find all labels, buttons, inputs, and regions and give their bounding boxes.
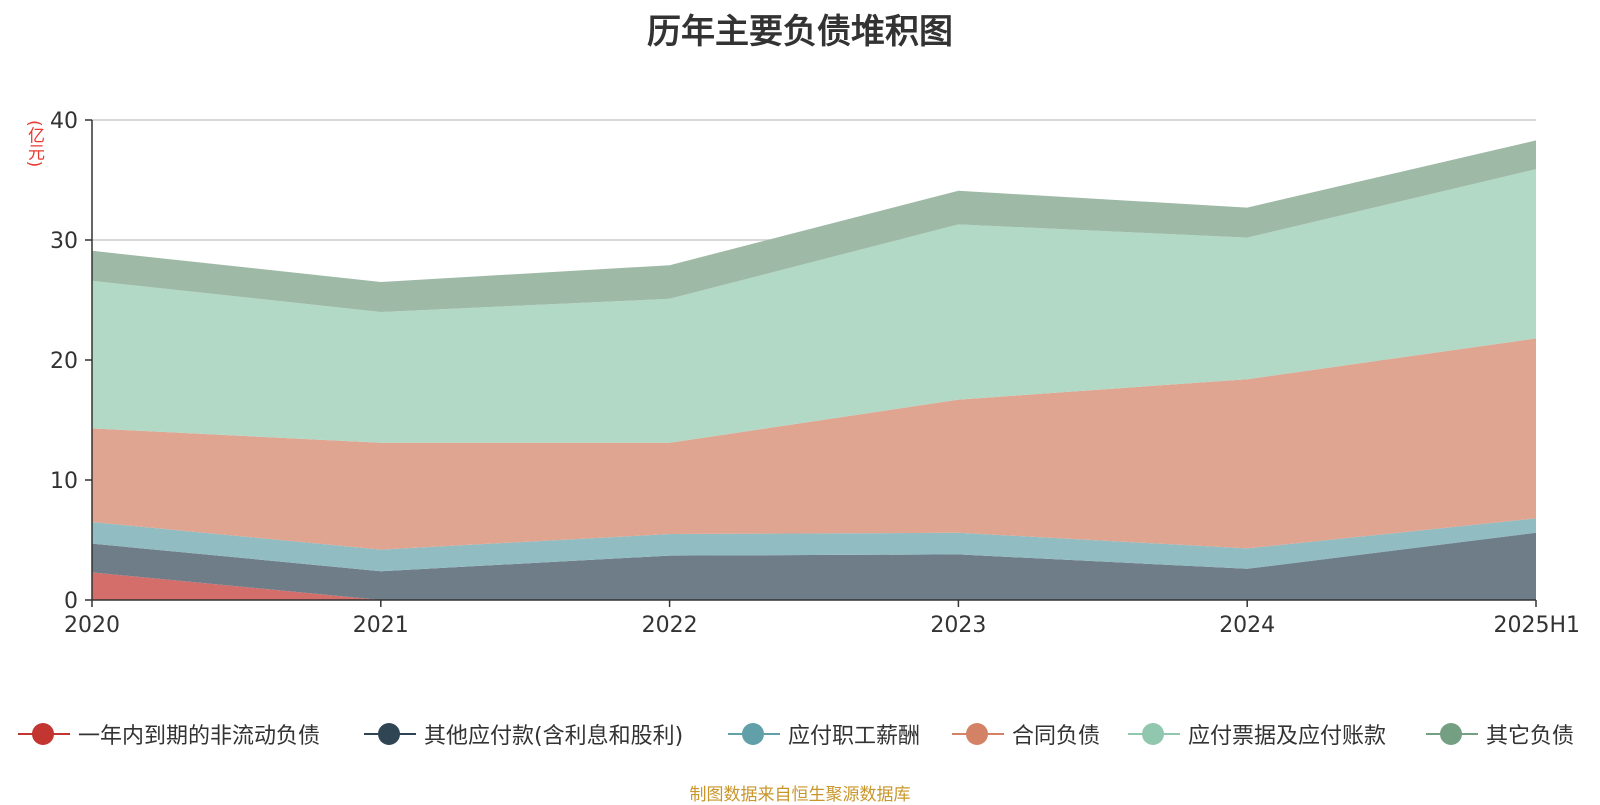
x-tick-label-2023: 2023 [930, 613, 986, 638]
legend-item-3[interactable]: 应付职工薪酬 [728, 718, 920, 750]
area-series-1 [92, 572, 1536, 600]
legend-marker-icon [952, 720, 1004, 748]
x-tick-label-2024: 2024 [1219, 613, 1275, 638]
legend-label: 其它负债 [1486, 724, 1575, 749]
x-tick-label-2022: 2022 [642, 613, 698, 638]
x-tick-label-2021: 2021 [353, 613, 409, 638]
y-tick-label-10: 10 [50, 469, 78, 494]
legend-item-6[interactable]: 其它负债 [1426, 718, 1574, 750]
legend-marker-icon [1128, 720, 1180, 748]
legend-label: 应付票据及应付账款 [1188, 724, 1387, 749]
area-series-5 [92, 169, 1536, 443]
y-tick-label-0: 0 [64, 589, 78, 614]
area-series-3 [92, 518, 1536, 572]
legend-label: 其他应付款(含利息和股利) [424, 724, 684, 749]
y-tick-label-20: 20 [50, 349, 78, 374]
y-tick-label-40: 40 [50, 109, 78, 134]
stacked-area-chart: 0 10 20 30 40 2020 2021 2022 2023 2024 2025H1 [50, 109, 1580, 638]
area-series-6 [92, 140, 1536, 312]
legend-label: 合同负债 [1012, 724, 1101, 749]
legend-marker-icon [1426, 720, 1478, 748]
y-tick-label-30: 30 [50, 229, 78, 254]
legend-marker-icon [364, 720, 416, 748]
legend-label: 一年内到期的非流动负债 [78, 724, 321, 749]
x-tick-label-2020: 2020 [64, 613, 120, 638]
legend-item-2[interactable]: 其他应付款(含利息和股利) [364, 718, 683, 750]
legend-item-4[interactable]: 合同负债 [952, 718, 1100, 750]
legend-marker-icon [728, 720, 780, 748]
legend-item-5[interactable]: 应付票据及应付账款 [1128, 718, 1386, 750]
legend-label: 应付职工薪酬 [788, 724, 921, 749]
area-series-4 [92, 338, 1536, 550]
chart-title: 历年主要负债堆积图 [647, 12, 953, 52]
series-areas [92, 140, 1536, 600]
legend-marker-icon [18, 720, 70, 748]
legend: 一年内到期的非流动负债 其他应付款(含利息和股利) 应付职工薪酬 合同负债 应付票据及应… [0, 718, 1600, 750]
y-axis-unit-label: (亿元) [24, 120, 44, 168]
data-source-note: 制图数据来自恒生聚源数据库 [689, 785, 911, 805]
legend-item-1[interactable]: 一年内到期的非流动负债 [18, 718, 320, 750]
area-series-2 [92, 532, 1536, 600]
x-tick-label-2025H1: 2025H1 [1493, 613, 1580, 638]
axes: 0 10 20 30 40 2020 2021 2022 2023 2024 2025H1 [50, 109, 1580, 638]
